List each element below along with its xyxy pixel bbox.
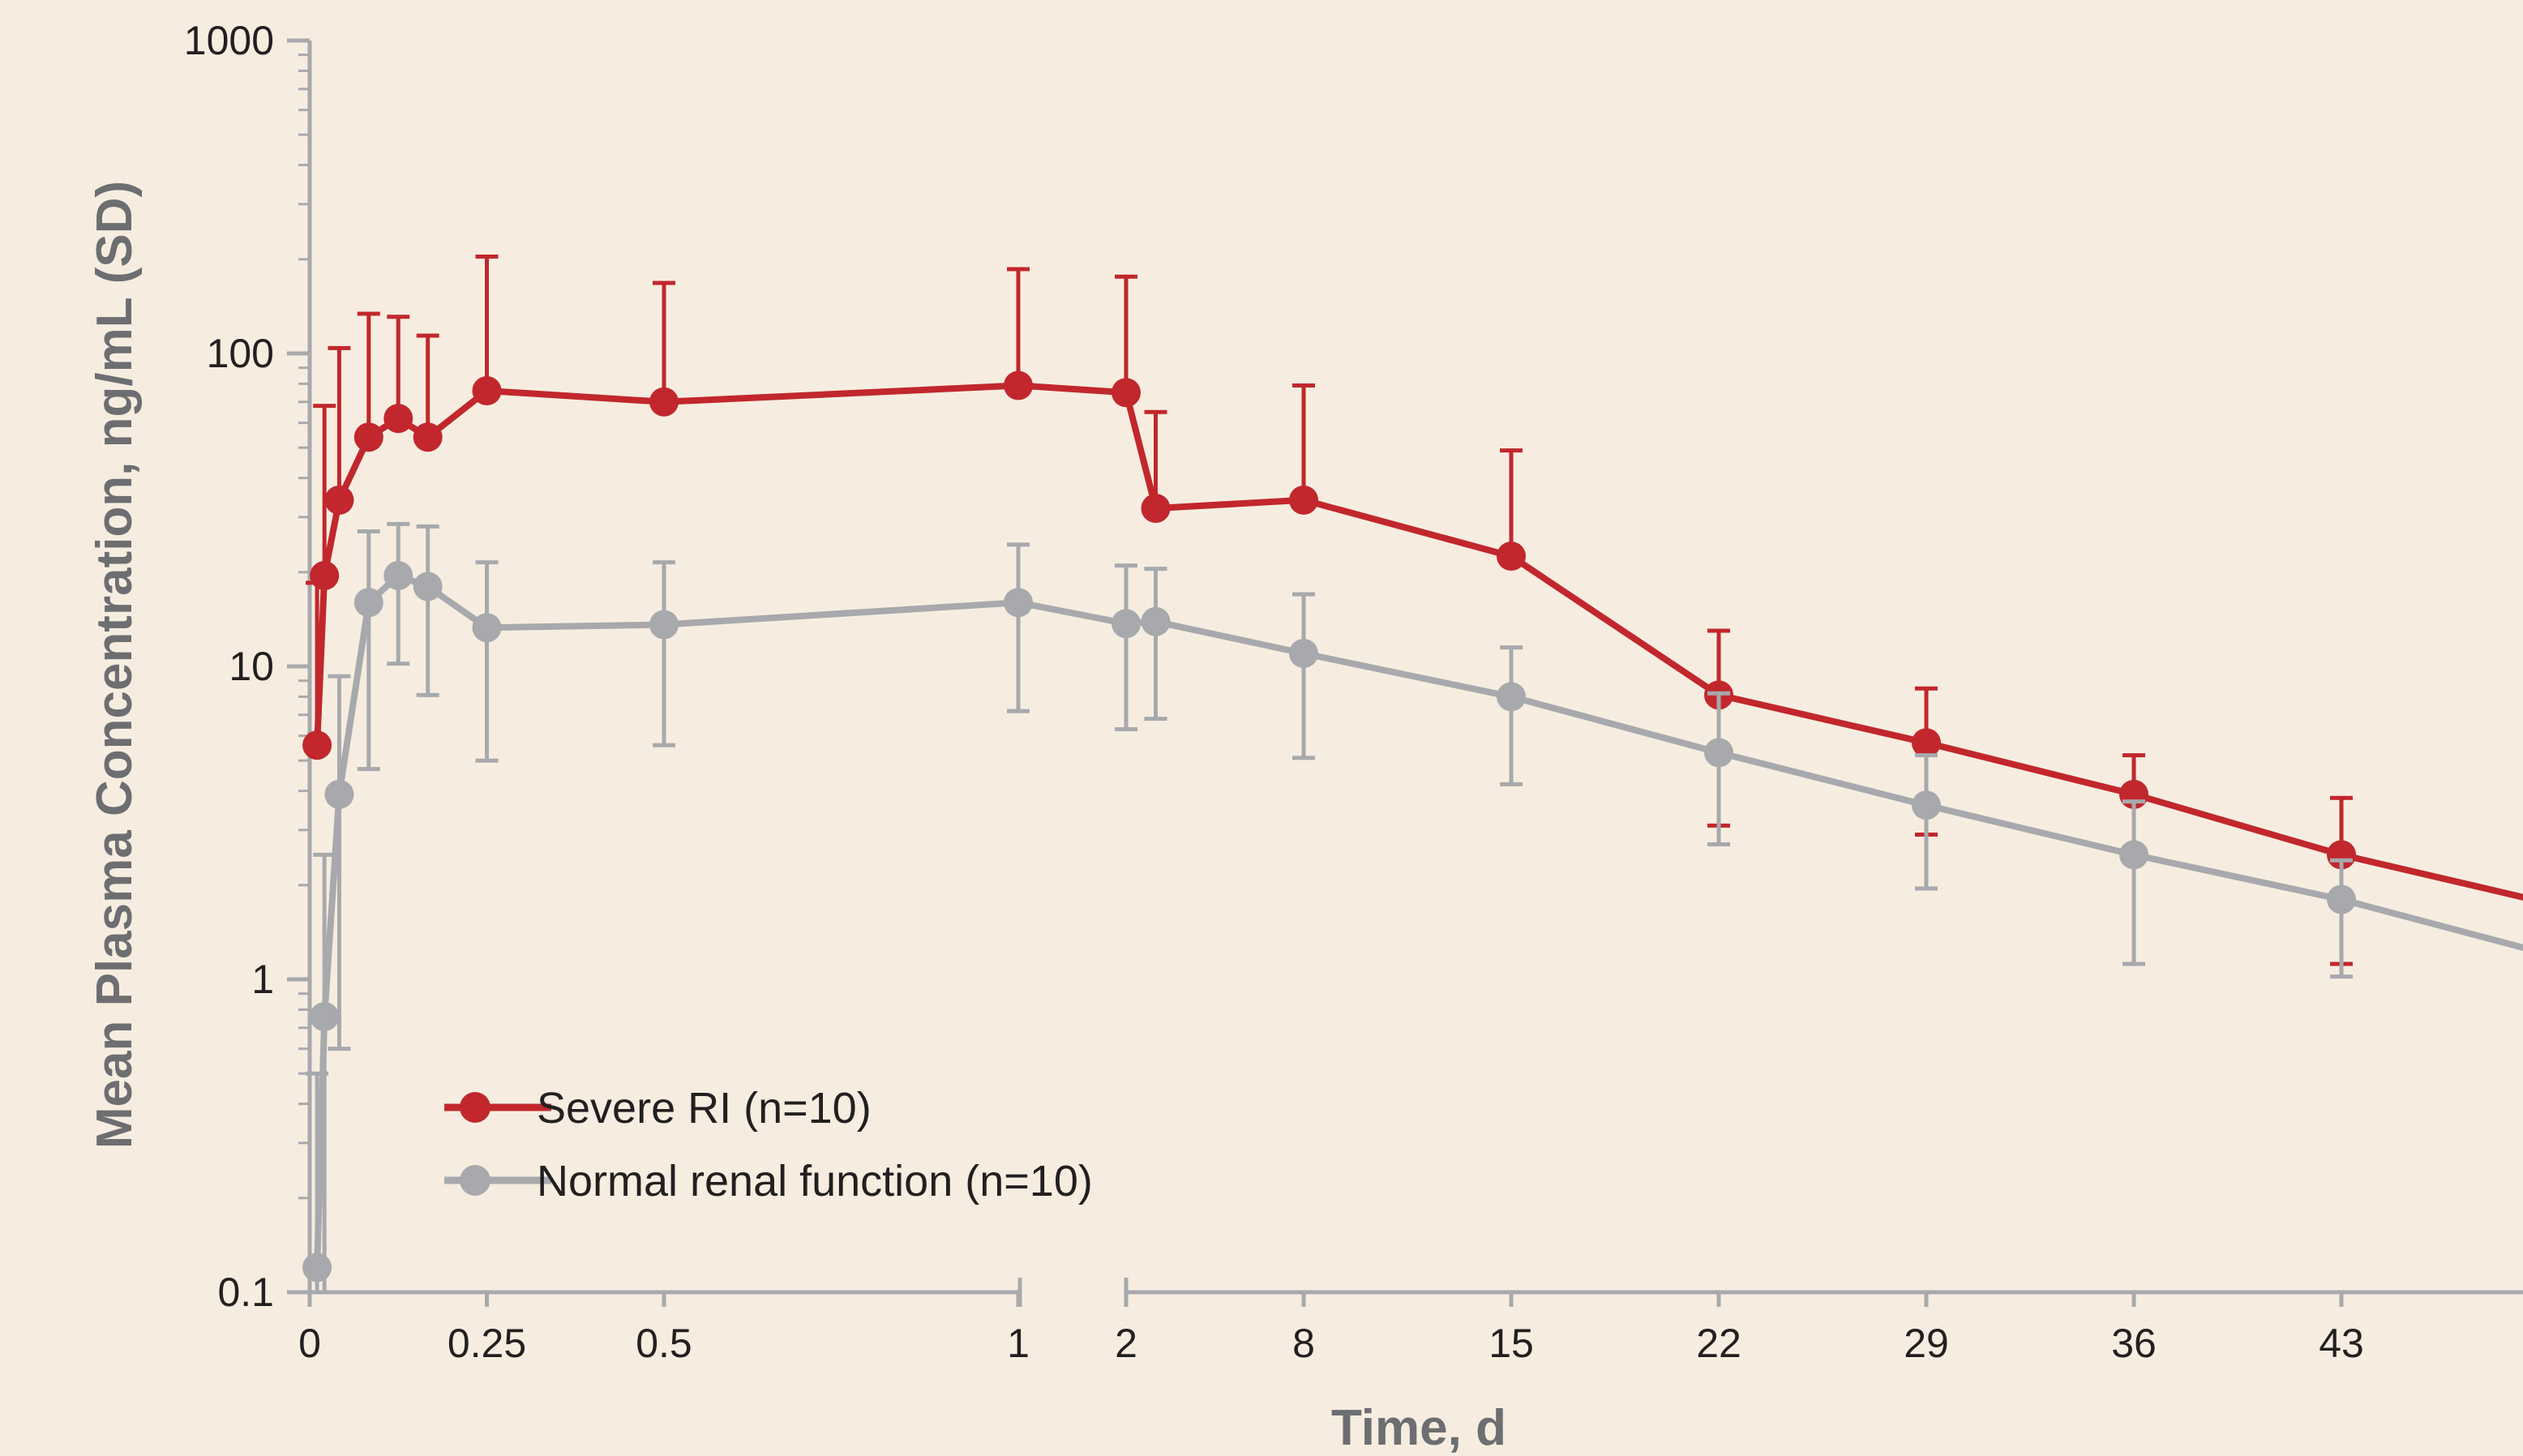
- data-point: [310, 561, 340, 591]
- data-point: [649, 610, 679, 640]
- data-point: [1141, 494, 1171, 524]
- data-point: [353, 588, 383, 618]
- data-point: [472, 613, 502, 643]
- series-line: [314, 572, 2523, 1268]
- data-point: [2327, 884, 2356, 914]
- data-point: [1289, 485, 1318, 515]
- data-point: [2119, 840, 2148, 870]
- data-point: [310, 1002, 340, 1032]
- legend-marker-severe: [460, 1092, 490, 1123]
- x-tick-label: 36: [2111, 1321, 2157, 1366]
- legend-label-normal: Normal renal function (n=10): [537, 1157, 1093, 1205]
- y-axis-title: Mean Plasma Concentration, ng/mL (SD): [87, 181, 143, 1149]
- y-tick-label: 1: [251, 957, 274, 1002]
- data-point: [302, 730, 332, 760]
- data-point: [1704, 738, 1733, 768]
- data-point: [1112, 378, 1141, 408]
- data-point: [302, 1253, 332, 1283]
- data-point: [413, 422, 443, 452]
- y-tick-label: 0.1: [217, 1270, 274, 1315]
- data-point: [1141, 606, 1171, 636]
- x-tick-label: 2: [1115, 1321, 1137, 1366]
- x-tick-label: 0.25: [448, 1321, 526, 1366]
- data-point: [1497, 542, 1526, 572]
- data-point: [353, 422, 383, 452]
- data-point: [1912, 790, 1941, 820]
- data-point: [413, 572, 443, 602]
- data-point: [1004, 370, 1033, 400]
- y-tick-label: 100: [207, 331, 274, 376]
- data-point: [383, 404, 413, 434]
- x-tick-label: 43: [2319, 1321, 2364, 1366]
- data-point: [324, 485, 354, 515]
- data-point: [1004, 588, 1033, 618]
- y-tick-label: 1000: [184, 18, 274, 63]
- x-tick-label: 0.5: [636, 1321, 692, 1366]
- data-point: [324, 779, 354, 809]
- legend-label-severe: Severe RI (n=10): [537, 1084, 872, 1133]
- y-tick-label: 10: [229, 644, 274, 689]
- data-point: [1912, 728, 1941, 758]
- x-tick-label: 0: [298, 1321, 321, 1366]
- data-point: [1289, 639, 1318, 669]
- x-tick-label: 15: [1489, 1321, 1534, 1366]
- series-normal-renal: [302, 521, 2523, 1295]
- data-point: [472, 376, 502, 406]
- data-point: [1497, 682, 1526, 712]
- legend-marker-normal: [460, 1165, 490, 1196]
- data-point: [1112, 609, 1141, 639]
- data-series: [302, 254, 2523, 1295]
- data-point: [383, 561, 413, 591]
- x-axis-title: Time, d: [1331, 1400, 1506, 1456]
- series-severe-ri: [302, 254, 2523, 966]
- x-tick-label: 8: [1292, 1321, 1315, 1366]
- x-tick-label: 29: [1904, 1321, 1949, 1366]
- data-point: [649, 387, 679, 417]
- x-tick-label: 1: [1007, 1321, 1030, 1366]
- legend: Severe RI (n=10) Normal renal function (…: [444, 1084, 1093, 1205]
- x-tick-label: 22: [1696, 1321, 1741, 1366]
